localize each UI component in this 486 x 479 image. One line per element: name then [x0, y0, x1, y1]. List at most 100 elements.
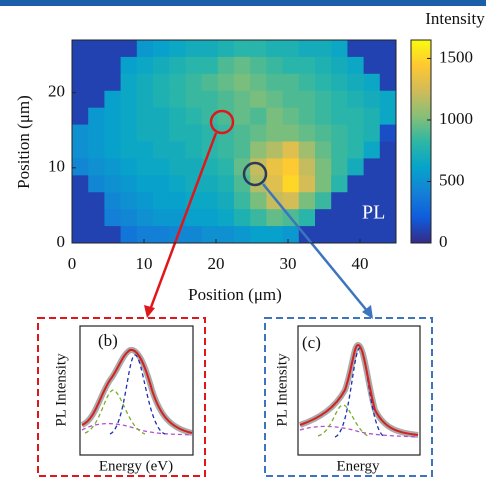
- heat-cell: [88, 141, 105, 159]
- top-bar: [0, 0, 486, 6]
- heat-cell: [363, 107, 381, 126]
- heat-cell: [315, 40, 332, 58]
- heat-cell: [347, 124, 365, 142]
- heat-cell: [315, 56, 332, 75]
- heat-cell: [379, 192, 397, 210]
- heat-cell: [234, 73, 251, 92]
- heat-cell: [72, 40, 89, 58]
- heat-cell: [282, 124, 300, 142]
- heat-cell: [153, 90, 170, 109]
- heat-cell: [88, 175, 105, 193]
- heat-cell: [347, 209, 365, 227]
- heat-cell: [153, 175, 170, 193]
- heat-cell: [379, 107, 397, 126]
- heat-cell: [185, 209, 203, 227]
- heat-cell: [72, 141, 89, 159]
- heat-cell: [72, 124, 89, 142]
- heat-cell: [104, 175, 122, 193]
- y-axis-label: Position (μm): [14, 95, 33, 189]
- heat-cell: [169, 124, 186, 142]
- heat-cell: [331, 226, 348, 244]
- heat-cell: [282, 107, 300, 126]
- heat-cell: [153, 141, 170, 159]
- heat-cell: [104, 107, 122, 126]
- heat-cell: [363, 56, 381, 75]
- heat-cell: [266, 158, 284, 176]
- heat-cell: [234, 192, 251, 210]
- inset-label: (c): [302, 333, 321, 352]
- heat-cell: [153, 107, 170, 126]
- heat-cell: [347, 158, 365, 176]
- heat-cell: [120, 40, 138, 58]
- inset-y-label: PL Intensity: [53, 353, 69, 427]
- colorbar: [410, 39, 432, 244]
- x-tick-label: 40: [352, 254, 369, 273]
- heat-cell: [250, 73, 267, 92]
- heat-cell: [234, 124, 251, 142]
- heat-cell: [120, 73, 138, 92]
- heat-cell: [250, 107, 267, 126]
- heat-cell: [347, 90, 365, 109]
- fit-total: [81, 348, 193, 434]
- heat-cell: [250, 40, 267, 58]
- heat-cell: [266, 107, 284, 126]
- heat-cell: [315, 141, 332, 159]
- heat-cell: [217, 40, 235, 58]
- heat-cell: [282, 158, 300, 176]
- heat-cell: [298, 56, 316, 75]
- heat-cell: [169, 73, 186, 92]
- heat-cell: [379, 124, 397, 142]
- heat-cell: [104, 56, 122, 75]
- heat-cell: [347, 192, 365, 210]
- heat-cell: [315, 124, 332, 142]
- heat-cell: [88, 192, 105, 210]
- colorbar-title: Intensity: [425, 9, 485, 28]
- heat-cell: [120, 209, 138, 227]
- heat-cell: [120, 175, 138, 193]
- heat-cell: [136, 175, 154, 193]
- heat-cell: [331, 124, 348, 142]
- heat-cell: [379, 158, 397, 176]
- heat-cell: [266, 209, 284, 227]
- heat-cell: [201, 73, 219, 92]
- marker-dark: [242, 161, 268, 187]
- y-tick-label: 20: [48, 82, 65, 101]
- x-tick-label: 10: [136, 254, 153, 273]
- heat-cell: [347, 141, 365, 159]
- heat-cell: [185, 40, 203, 58]
- heat-cell: [104, 40, 122, 58]
- heat-cell: [169, 141, 186, 159]
- heat-cell: [234, 40, 251, 58]
- heat-cell: [379, 56, 397, 75]
- heat-cell: [88, 226, 105, 244]
- marker-red: [209, 109, 235, 135]
- heat-cell: [298, 158, 316, 176]
- heat-cell: [234, 209, 251, 227]
- heat-cell: [250, 192, 267, 210]
- fit-peak: [81, 422, 193, 436]
- heat-cell: [282, 175, 300, 193]
- heat-cell: [185, 226, 203, 244]
- heat-cell: [363, 209, 381, 227]
- heat-cell: [217, 209, 235, 227]
- heat-cell: [331, 40, 348, 58]
- heat-cell: [201, 40, 219, 58]
- heat-cell: [169, 175, 186, 193]
- heat-cell: [331, 192, 348, 210]
- heat-cell: [331, 158, 348, 176]
- heat-cell: [104, 158, 122, 176]
- inset-y-label: PL Intensity: [274, 353, 290, 427]
- heat-cell: [298, 175, 316, 193]
- heat-cell: [185, 158, 203, 176]
- heat-cell: [234, 226, 251, 244]
- colorbar-tick-label: 500: [439, 170, 465, 189]
- heat-cell: [266, 56, 284, 75]
- heat-cell: [120, 107, 138, 126]
- heat-cell: [185, 73, 203, 92]
- heat-cell: [363, 158, 381, 176]
- heat-cell: [266, 73, 284, 92]
- heat-cell: [298, 40, 316, 58]
- heat-cell: [379, 209, 397, 227]
- heat-cell: [282, 40, 300, 58]
